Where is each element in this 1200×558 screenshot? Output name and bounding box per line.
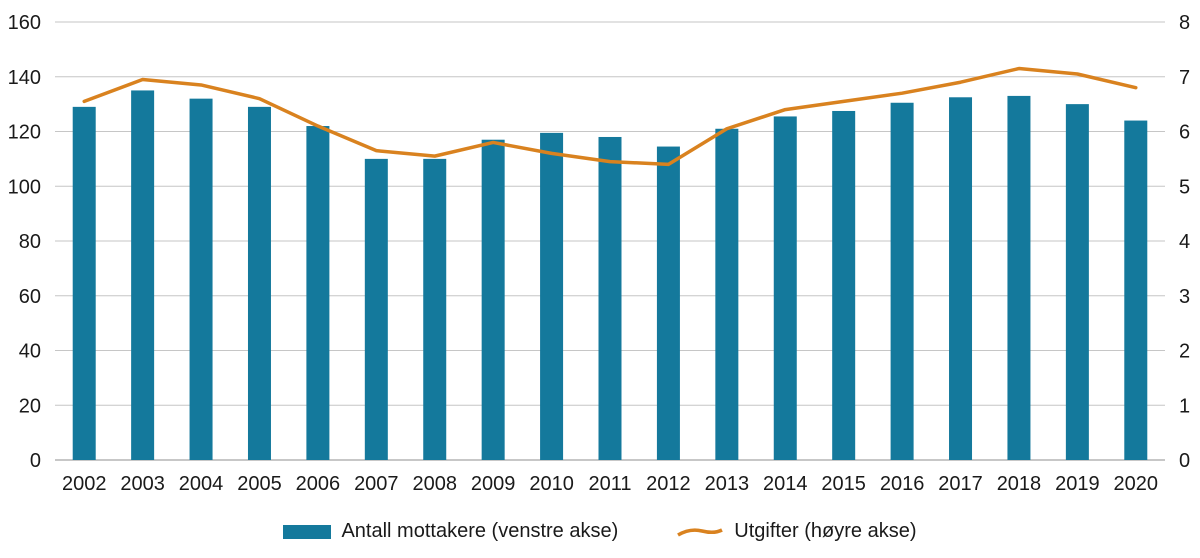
legend-item-bars: Antall mottakere (venstre akse) [283, 520, 618, 543]
bar-2010 [540, 132, 564, 460]
x-axis-year-label: 2006 [296, 473, 341, 495]
bar-2014 [773, 116, 797, 460]
bar-2003 [131, 90, 155, 460]
left-axis-tick-label: 0 [30, 450, 41, 472]
line-series-label: Utgifter (høyre akse) [734, 520, 917, 542]
bar-2011 [598, 136, 622, 460]
x-axis-year-label: 2018 [997, 473, 1042, 495]
bar-2004 [189, 98, 213, 461]
bar-series-label: Antall mottakere (venstre akse) [341, 520, 619, 542]
bar-2005 [247, 106, 271, 461]
x-axis-year-label: 2005 [237, 473, 282, 495]
chart-canvas: 0 20 40 60 80 100 120 140 160 0 1 2 3 4 5 6 7 8 2002 2003 20… [8, 12, 1191, 495]
right-axis-tick-label: 6 [1179, 122, 1190, 144]
right-axis-tick-label: 3 [1179, 286, 1190, 308]
x-axis-year-label: 2009 [471, 473, 516, 495]
left-axis-tick-label: 140 [8, 67, 41, 89]
right-axis-tick-label: 7 [1179, 67, 1190, 89]
bar-2007 [364, 158, 388, 460]
x-axis-year-label: 2013 [705, 473, 750, 495]
left-axis-tick-label: 160 [8, 12, 41, 34]
right-axis-tick-label: 1 [1179, 395, 1190, 417]
right-axis-tick-label: 0 [1179, 450, 1190, 472]
x-axis-year-label: 2004 [179, 473, 224, 495]
bar-2009 [481, 139, 505, 460]
x-axis-year-label: 2020 [1114, 473, 1159, 495]
line-series-swatch [677, 527, 724, 537]
left-axis-tick-label: 80 [19, 231, 41, 253]
left-axis-tick-label: 100 [8, 176, 41, 198]
bar-2002 [72, 106, 96, 461]
x-axis-year-label: 2012 [646, 473, 691, 495]
right-axis-tick-label: 8 [1179, 12, 1190, 34]
legend-item-line: Utgifter (høyre akse) [676, 520, 917, 543]
x-axis-year-label: 2002 [62, 473, 107, 495]
x-axis-year-label: 2003 [120, 473, 165, 495]
right-axis-tick-label: 4 [1179, 231, 1190, 253]
bar-2020 [1124, 120, 1148, 461]
left-axis-tick-label: 60 [19, 286, 41, 308]
right-axis-tick-label: 5 [1179, 176, 1190, 198]
x-axis-year-label: 2008 [412, 473, 457, 495]
left-axis-tick-label: 40 [19, 341, 41, 363]
x-axis-year-label: 2015 [821, 473, 866, 495]
x-axis-year-label: 2007 [354, 473, 399, 495]
bar-2015 [832, 110, 856, 460]
left-axis-tick-label: 120 [8, 122, 41, 144]
bar-2006 [306, 126, 330, 461]
x-axis-year-label: 2011 [588, 473, 631, 495]
x-axis-year-label: 2017 [938, 473, 983, 495]
left-axis-tick-label: 20 [19, 395, 41, 417]
right-axis-tick-label: 2 [1179, 341, 1190, 363]
chart-legend: Antall mottakere (venstre akse) Utgifter… [0, 505, 1200, 558]
bar-2013 [715, 128, 739, 460]
bar-2008 [423, 158, 447, 460]
bar-series-swatch [283, 524, 332, 539]
bar-2016 [890, 102, 914, 460]
bar-2017 [949, 97, 973, 460]
x-axis-year-label: 2019 [1055, 473, 1100, 495]
bar-2012 [656, 146, 680, 460]
x-axis-year-label: 2014 [763, 473, 808, 495]
expenses-line [82, 66, 1138, 167]
bar-2018 [1007, 95, 1031, 460]
line-swatch-stroke [677, 527, 724, 537]
x-axis-year-label: 2010 [529, 473, 574, 495]
x-axis-year-label: 2016 [880, 473, 925, 495]
bar-2019 [1065, 104, 1089, 460]
